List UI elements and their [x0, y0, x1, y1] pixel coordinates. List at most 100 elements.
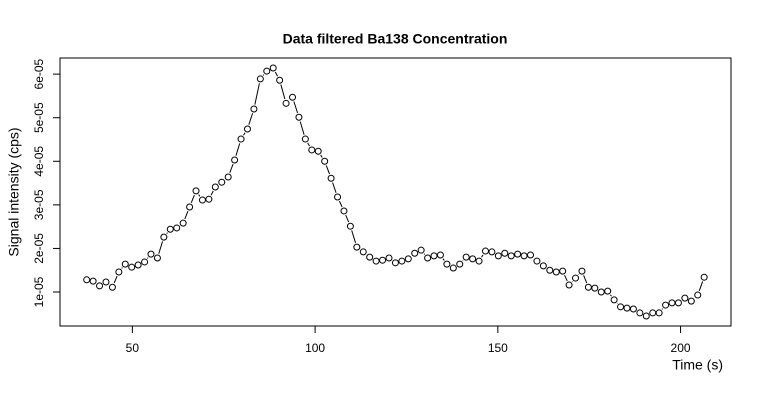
y-tick-label: 1e-05 [32, 276, 46, 307]
connector [320, 154, 323, 158]
connector [325, 165, 330, 175]
connector [442, 258, 445, 261]
data-point [501, 249, 509, 257]
connector [293, 101, 299, 114]
data-point [681, 294, 689, 302]
data-point [469, 255, 477, 263]
data-point [340, 207, 348, 215]
data-point [527, 251, 535, 259]
data-point [700, 273, 708, 281]
data-point [597, 288, 605, 296]
data-point [687, 297, 695, 305]
connector [121, 267, 123, 269]
data-point [436, 251, 444, 259]
data-point [224, 173, 232, 181]
data-point [584, 283, 592, 291]
connector [661, 308, 664, 310]
data-point [263, 67, 271, 75]
data-point [662, 301, 670, 309]
connector [184, 211, 189, 220]
data-point [379, 256, 387, 264]
data-point [128, 263, 136, 271]
data-point [514, 250, 522, 258]
data-point [346, 222, 354, 230]
connector [481, 254, 484, 258]
data-point [115, 268, 123, 276]
connector [229, 164, 234, 173]
data-point [89, 277, 97, 285]
data-point [211, 183, 219, 191]
connector [351, 230, 356, 243]
data-point [121, 260, 129, 268]
data-point [417, 246, 425, 254]
y-tick-label: 3e-05 [32, 189, 46, 220]
data-point [321, 157, 329, 165]
data-point [520, 252, 528, 260]
x-tick-label: 100 [305, 341, 325, 355]
chart-title: Data filtered Ba138 Concentration [283, 31, 508, 47]
data-point [411, 249, 419, 257]
data-point [443, 260, 451, 268]
y-tick-label: 2e-05 [32, 233, 46, 264]
data-point [533, 257, 541, 265]
data-point [366, 253, 374, 261]
data-point [256, 75, 264, 83]
x-tick-label: 200 [671, 341, 691, 355]
data-point [694, 291, 702, 299]
connector [147, 257, 149, 259]
data-point [334, 193, 342, 201]
x-tick-label: 50 [126, 341, 140, 355]
connector [299, 121, 305, 135]
data-point [102, 278, 110, 286]
data-point [314, 147, 322, 155]
connector [307, 142, 310, 147]
connector [583, 275, 588, 284]
y-tick-label: 4e-05 [32, 146, 46, 177]
data-point [166, 225, 174, 233]
data-point [327, 174, 335, 182]
data-point [108, 283, 116, 291]
y-tick-label: 6e-05 [32, 58, 46, 89]
data-point [186, 203, 194, 211]
data-point [153, 254, 161, 262]
x-tick-label: 150 [488, 341, 508, 355]
data-point [269, 64, 277, 72]
data-point [282, 99, 290, 107]
data-point [559, 267, 567, 275]
data-point [623, 304, 631, 312]
data-point [353, 243, 361, 251]
data-point [572, 274, 580, 282]
connector [338, 200, 343, 208]
data-point [237, 135, 245, 143]
connector [198, 194, 201, 197]
data-point [462, 253, 470, 261]
connector [210, 190, 214, 196]
data-point [565, 281, 573, 289]
data-point [295, 113, 303, 121]
data-point [198, 196, 206, 204]
data-point [424, 254, 432, 262]
connector [274, 71, 278, 77]
connector [254, 83, 260, 105]
data-point [674, 299, 682, 307]
data-point [539, 262, 547, 270]
data-point [404, 255, 412, 263]
data-point [481, 247, 489, 255]
connector [609, 294, 612, 297]
data-point [629, 305, 637, 313]
data-point [552, 268, 560, 276]
plot-frame [59, 57, 732, 327]
data-point [604, 287, 612, 295]
connector [166, 232, 168, 234]
connector [235, 143, 241, 156]
data-point [250, 105, 258, 113]
data-point [449, 264, 457, 272]
connector [698, 281, 704, 291]
connector [280, 84, 286, 100]
connector [248, 113, 254, 125]
data-point [231, 156, 239, 164]
data-point [655, 309, 663, 317]
data-point [617, 303, 625, 311]
